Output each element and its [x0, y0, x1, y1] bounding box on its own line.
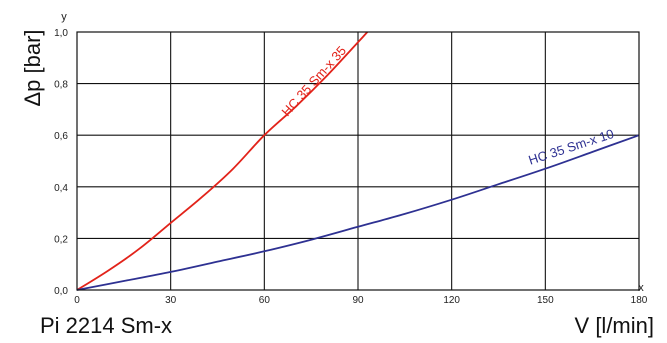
- x-axis-title: V [l/min]: [575, 313, 654, 338]
- series-line-2: [76, 134, 640, 291]
- grid-lines: [77, 32, 639, 290]
- y-tick-label: 0,8: [54, 80, 68, 91]
- chart-title: Pi 2214 Sm-x: [40, 313, 172, 338]
- series-label-1: HC 35 Sm-x 35: [279, 43, 350, 119]
- series-labels: HC 35 Sm-x 35 HC 35 Sm-x 10: [279, 43, 616, 168]
- y-tick-label: 0,4: [54, 183, 68, 194]
- x-tick-label: 150: [537, 295, 554, 306]
- y-tick-label: 0,0: [54, 286, 68, 297]
- tick-labels: 0 30 60 90 120 150 180 0,0 0,2 0,4 0,6 0,8 1,0: [54, 28, 648, 306]
- series-label-2: HC 35 Sm-x 10: [527, 126, 616, 168]
- x-tick-label: 60: [259, 295, 271, 306]
- y-axis-letter: y: [61, 11, 67, 23]
- y-tick-label: 1,0: [54, 28, 68, 39]
- y-axis-title: Δp [bar]: [20, 29, 45, 106]
- y-tick-label: 0,2: [54, 234, 68, 245]
- x-tick-label: 30: [165, 295, 177, 306]
- plot-frame: [76, 31, 640, 291]
- series-line-1: [76, 31, 369, 291]
- x-axis-letter: x: [638, 282, 644, 294]
- y-tick-label: 0,6: [54, 131, 68, 142]
- x-tick-label: 0: [74, 295, 80, 306]
- x-tick-label: 120: [443, 295, 460, 306]
- series-lines: [76, 31, 640, 291]
- x-tick-label: 90: [352, 295, 364, 306]
- x-tick-label: 180: [631, 295, 648, 306]
